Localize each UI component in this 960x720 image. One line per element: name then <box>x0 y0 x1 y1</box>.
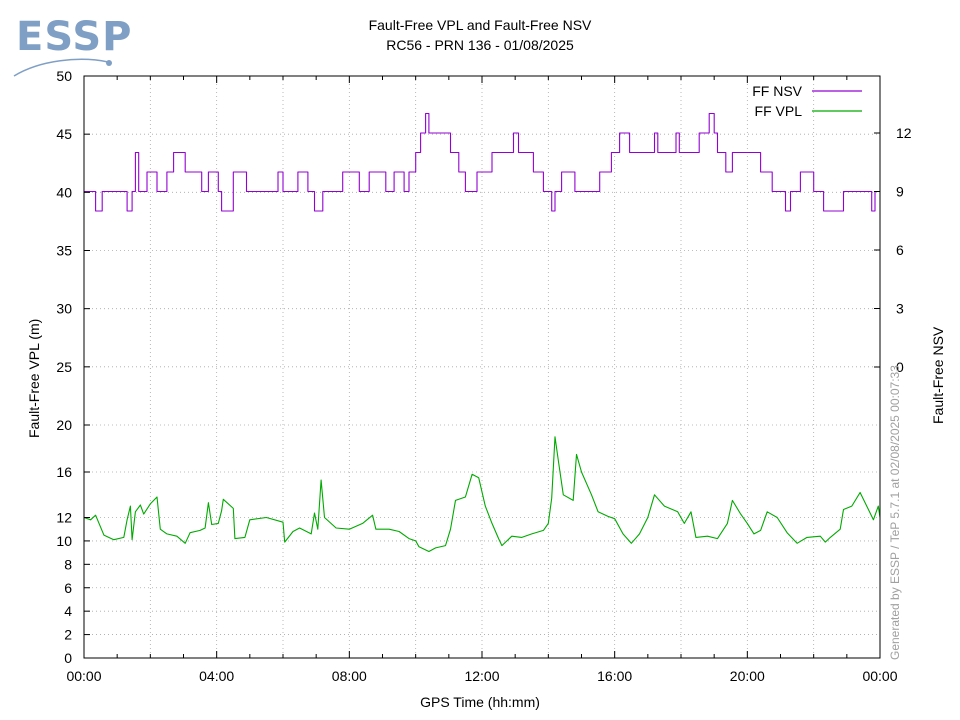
chart-title: Fault-Free VPL and Fault-Free NSV <box>368 17 592 33</box>
y-tick-label: 30 <box>56 301 72 317</box>
y-tick-label: 25 <box>56 359 72 375</box>
y2-tick-label: 0 <box>896 359 904 375</box>
y-tick-label: 45 <box>56 126 72 142</box>
ff-nsv-line <box>84 112 880 212</box>
y-tick-label: 8 <box>64 556 72 572</box>
y-tick-label: 35 <box>56 243 72 259</box>
ff-vpl-line <box>83 436 881 553</box>
y-tick-label: 40 <box>56 184 72 200</box>
axis-ticks: 0 2 4 6 8 10 12 16 20 25 30 35 40 45 50 0 3 6 9 12 00:00 04:0… <box>56 68 911 684</box>
y2-tick-label: 12 <box>896 125 912 141</box>
generated-watermark: Generated by ESSP / TeP 5.7.1 at 02/08/2… <box>888 365 902 660</box>
logo-dot <box>106 60 112 66</box>
legend-label: FF VPL <box>755 103 803 119</box>
x-tick-label: 20:00 <box>730 668 765 684</box>
x-tick-label: 00:00 <box>862 668 897 684</box>
y2-tick-label: 3 <box>896 301 904 317</box>
y2-tick-label: 6 <box>896 242 904 258</box>
x-axis-label: GPS Time (hh:mm) <box>420 694 540 710</box>
y-axis-label: Fault-Free VPL (m) <box>26 318 42 438</box>
y-tick-label: 50 <box>56 68 72 84</box>
grid <box>84 76 880 658</box>
series-lines <box>83 112 881 553</box>
essp-logo: ESSP <box>16 14 133 60</box>
legend: FF NSV FF VPL <box>752 83 862 119</box>
y2-tick-label: 9 <box>896 184 904 200</box>
y-tick-label: 4 <box>64 603 72 619</box>
y-tick-label: 12 <box>56 510 72 526</box>
y-tick-label: 16 <box>56 464 72 480</box>
y-tick-label: 20 <box>56 417 72 433</box>
x-tick-label: 12:00 <box>464 668 499 684</box>
y-tick-label: 2 <box>64 627 72 643</box>
logo-swoosh <box>13 58 109 77</box>
legend-label: FF NSV <box>752 83 802 99</box>
y-tick-label: 0 <box>64 650 72 666</box>
x-tick-label: 04:00 <box>199 668 234 684</box>
x-tick-label: 16:00 <box>597 668 632 684</box>
chart-subtitle: RC56 - PRN 136 - 01/08/2025 <box>386 37 574 53</box>
x-tick-label: 00:00 <box>66 668 101 684</box>
y-tick-label: 10 <box>56 533 72 549</box>
x-tick-label: 08:00 <box>332 668 367 684</box>
y-tick-label: 6 <box>64 580 72 596</box>
y2-axis-label: Fault-Free NSV <box>930 326 946 424</box>
